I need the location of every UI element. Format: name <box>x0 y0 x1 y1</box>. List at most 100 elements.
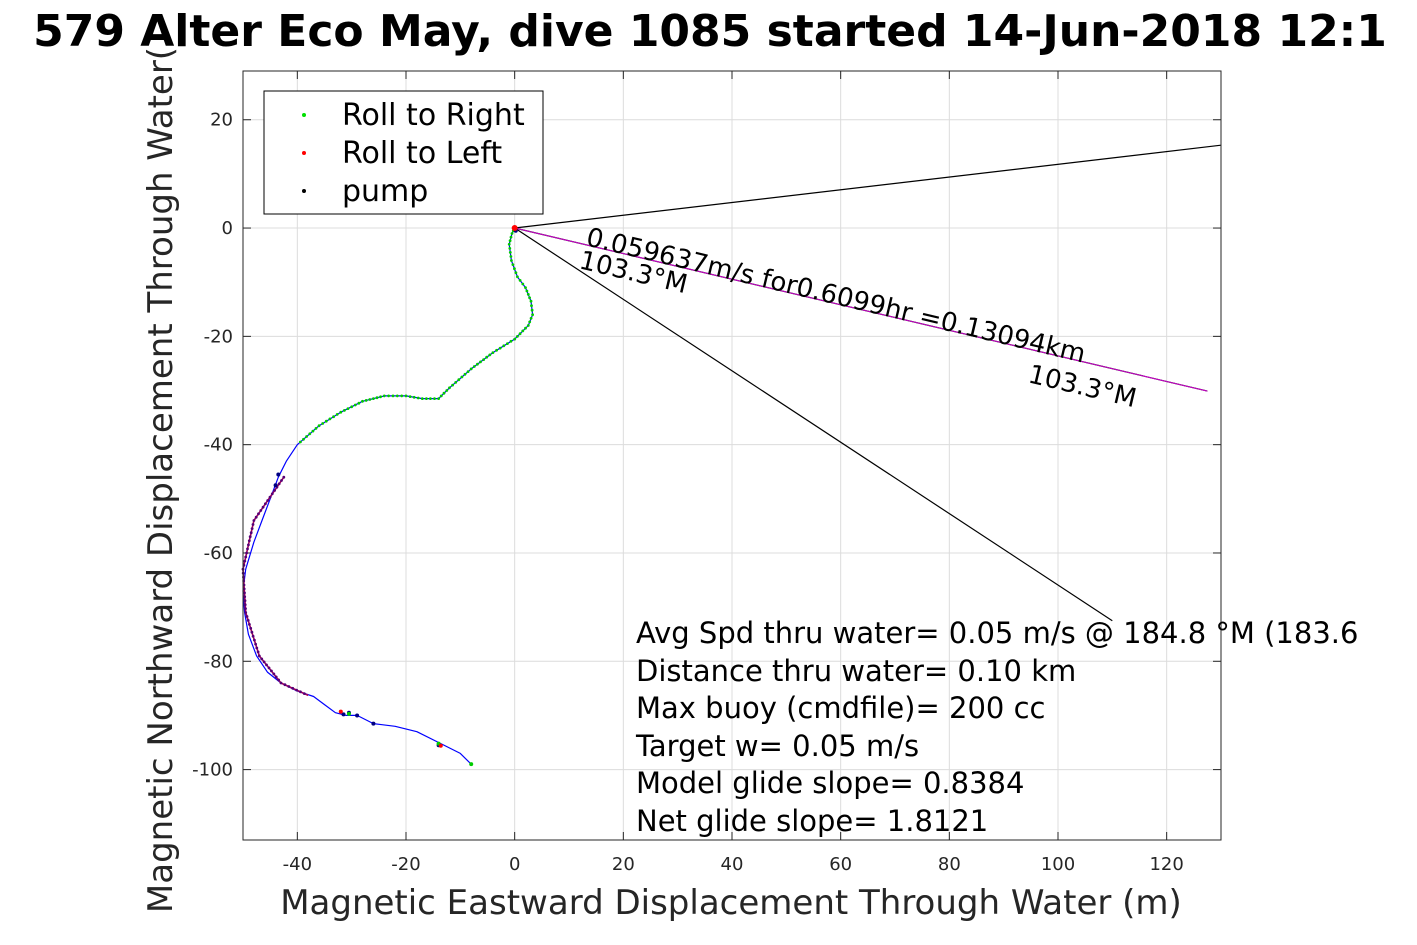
roll-left-point <box>274 675 278 679</box>
roll-right-point <box>457 378 461 382</box>
legend-box <box>263 90 544 215</box>
chart-title: 579 Alter Eco May, dive 1085 started 14-… <box>33 6 1387 57</box>
roll-left-point <box>254 642 257 646</box>
roll-left-point <box>302 692 306 695</box>
roll-right-point <box>357 401 361 405</box>
y-tick-label: -100 <box>192 760 233 781</box>
roll-right-point <box>299 440 302 444</box>
annotation-avg-speed: Avg Spd thru water= 0.05 m/s @ 184.8 °M … <box>636 616 1358 650</box>
roll-left-point <box>243 559 247 563</box>
start-point <box>511 225 518 232</box>
roll-left-point <box>243 591 246 595</box>
y-tick-labels: 20 0 -20 -40 -60 -80 -100 <box>192 110 233 781</box>
roll-right-point <box>531 313 534 317</box>
x-tick-labels: -40 -20 0 20 40 60 80 100 120 <box>283 854 1184 875</box>
roll-right-point <box>416 396 420 400</box>
roll-left-point <box>250 527 254 530</box>
roll-left-point <box>264 502 267 506</box>
roll-right-point <box>469 367 473 371</box>
roll-left-point <box>249 531 253 535</box>
y-tick-label: -60 <box>204 543 233 564</box>
roll-left-point <box>277 678 280 682</box>
roll-right-point <box>445 389 449 392</box>
roll-left-point <box>251 634 255 638</box>
pump-point <box>276 472 281 477</box>
roll-left-point <box>246 619 250 622</box>
roll-right-point <box>516 335 519 338</box>
roll-left-point <box>279 681 283 685</box>
current-vector-line-overlay <box>514 227 1208 392</box>
roll-right-point <box>425 397 428 400</box>
roll-left-point <box>247 539 251 543</box>
roll-right-point <box>528 320 532 324</box>
roll-left-point <box>277 482 281 486</box>
legend-marker-pump <box>302 189 306 193</box>
x-tick-label: 20 <box>612 854 635 875</box>
roll-right-point <box>391 394 395 398</box>
roll-left-point <box>255 646 259 650</box>
roll-right-point <box>488 353 492 357</box>
roll-right-point <box>324 419 328 423</box>
roll-left-point <box>287 685 291 688</box>
roll-right-point <box>525 289 529 293</box>
roll-right-point <box>308 432 312 436</box>
roll-right-point <box>511 263 515 266</box>
roll-right-point <box>491 351 495 354</box>
roll-left-point <box>259 509 263 512</box>
roll-left-point <box>244 607 247 610</box>
roll-left-point <box>253 638 256 642</box>
roll-right-point <box>529 299 533 303</box>
roll-right-point <box>516 275 519 279</box>
roll-right-point <box>400 394 404 398</box>
roll-left-point <box>291 686 295 690</box>
roll-right-point <box>346 407 350 410</box>
roll-right-point <box>364 399 368 402</box>
roll-right-point <box>368 398 372 401</box>
x-axis-label: Magnetic Eastward Displacement Through W… <box>280 883 1182 923</box>
track-point <box>469 762 474 767</box>
roll-right-point <box>510 259 513 262</box>
roll-left-point <box>260 657 264 661</box>
roll-right-point <box>408 395 412 398</box>
y-axis-label: Magnetic Northward Displacement Through … <box>141 47 181 913</box>
roll-right-point <box>479 360 482 364</box>
roll-left-point <box>243 595 247 599</box>
roll-right-point <box>524 286 527 289</box>
roll-right-point <box>508 239 512 243</box>
roll-left-point <box>244 555 248 559</box>
x-tick-label: 60 <box>829 854 852 875</box>
track-point <box>346 711 351 716</box>
roll-right-point <box>502 344 506 348</box>
roll-right-point <box>482 358 485 361</box>
roll-left-point <box>299 690 302 694</box>
track-line <box>242 227 534 765</box>
roll-left-point <box>295 688 298 692</box>
roll-right-point <box>521 329 525 333</box>
roll-right-point <box>332 415 335 419</box>
roll-right-point <box>302 437 305 441</box>
roll-right-point <box>339 410 343 414</box>
roll-right-point <box>524 326 527 330</box>
roll-right-point <box>508 251 512 254</box>
roll-right-point <box>311 429 315 433</box>
roll-right-point <box>472 365 476 368</box>
roll-right-point <box>420 397 424 400</box>
roll-right-point <box>437 397 440 400</box>
roll-right-point <box>521 282 525 286</box>
roll-left-point <box>248 623 251 626</box>
roll-right-point <box>442 391 446 395</box>
reference-line-upper <box>514 144 1222 229</box>
x-tick-label: -40 <box>283 854 312 875</box>
roll-right-point <box>343 409 346 412</box>
roll-left-point <box>270 492 274 496</box>
roll-right-point <box>328 417 332 421</box>
roll-right-point <box>518 279 522 282</box>
roll-right-point <box>508 247 512 250</box>
roll-right-point <box>476 362 479 366</box>
roll-right-point <box>510 232 514 235</box>
legend-marker-roll-right <box>302 113 306 117</box>
legend-label-roll-left: Roll to Left <box>342 136 502 171</box>
roll-right-point <box>404 394 408 398</box>
roll-right-point <box>507 242 511 246</box>
